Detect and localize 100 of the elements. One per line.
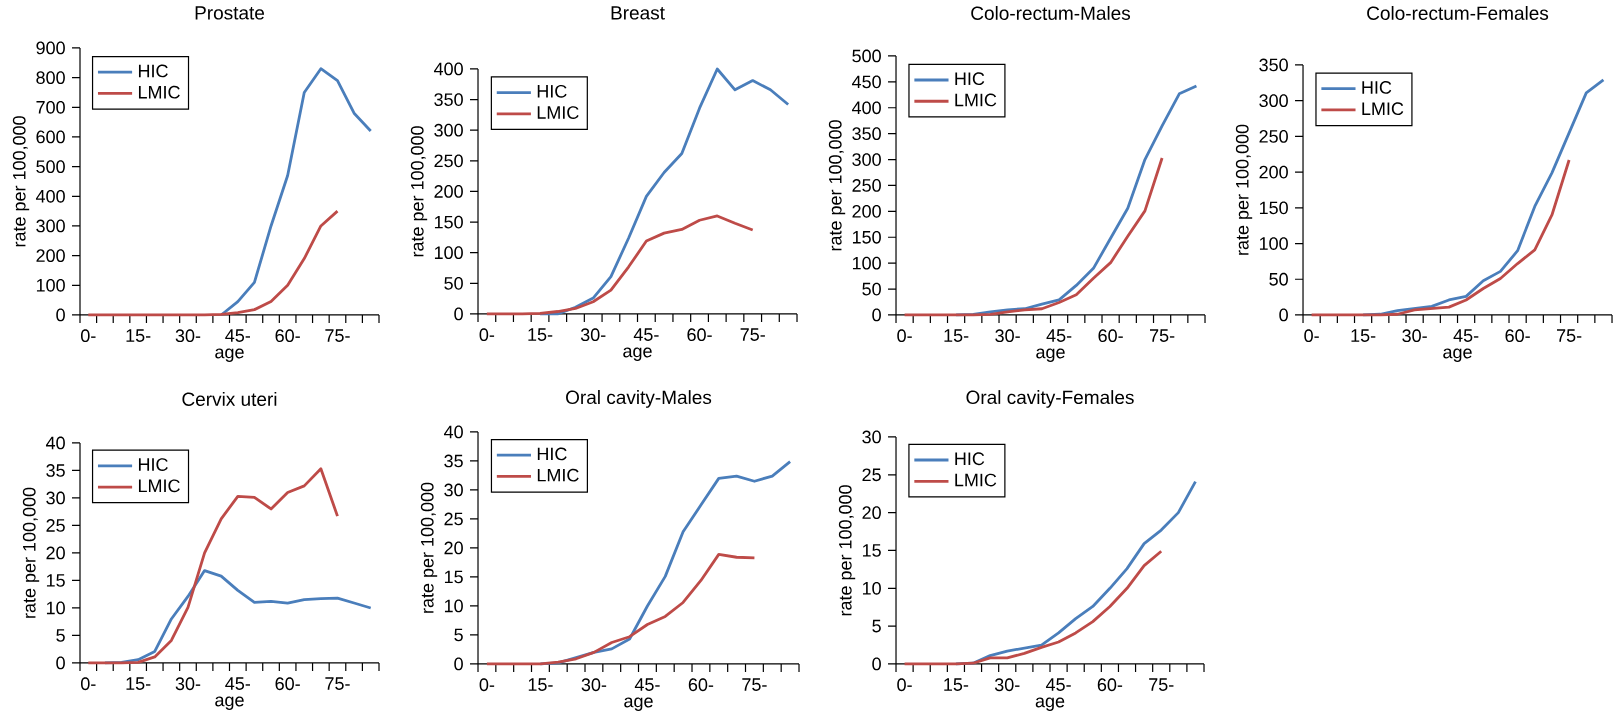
x-tick-label: 15- [528,678,553,691]
y-tick-label: 30 [46,491,65,505]
x-tick-label: 60- [1505,329,1530,343]
y-axis-title: rate per 100,000 [420,482,438,613]
x-tick-label: 45- [1046,329,1072,342]
y-tick-label: 10 [444,599,463,613]
x-tick-label: 15- [944,678,969,691]
y-tick-label: 250 [1259,130,1288,143]
x-tick-label: 15- [126,329,151,342]
x-tick-label: 0- [897,329,912,343]
y-tick-label: 400 [851,101,881,115]
y-axis-title: rate per 100,000 [410,126,428,257]
y-tick-label: 500 [852,49,881,63]
x-tick-label: 45- [1045,678,1071,691]
legend-label: HIC [138,64,168,78]
y-tick-label: 0 [454,657,463,671]
y-tick-label: 450 [851,75,881,89]
y-tick-label: 400 [35,189,65,203]
legend-label: HIC [138,458,168,471]
legend-label: HIC [537,447,567,461]
y-tick-label: 10 [862,581,881,595]
y-tick-label: 250 [434,154,463,168]
chart-title: Oral cavity-Females [966,390,1134,408]
y-tick-label: 10 [46,601,65,615]
x-tick-label: 60- [1097,678,1123,692]
y-tick-label: 250 [852,179,881,192]
x-tick-label: 0- [479,678,495,692]
x-tick-label: 60- [275,329,300,343]
y-tick-label: 25 [444,512,463,526]
y-tick-label: 200 [852,205,881,218]
x-tick-label: 30- [175,329,201,343]
y-tick-label: 500 [36,160,65,174]
x-tick-label: 45- [225,677,251,690]
y-tick-label: 25 [46,519,65,532]
y-tick-label: 25 [862,468,881,482]
legend-label: LMIC [537,106,579,119]
y-tick-label: 35 [46,464,65,477]
y-tick-label: 5 [454,628,463,642]
y-axis-title: rate per 100,000 [828,120,846,251]
x-axis-title: age [624,697,653,711]
x-axis-title: age [623,347,652,361]
y-tick-label: 15 [46,574,65,587]
x-tick-label: 30- [1402,329,1427,343]
x-tick-label: 45- [225,329,251,342]
y-tick-label: 200 [36,249,65,263]
legend-label: LMIC [955,93,997,107]
y-tick-label: 150 [852,230,881,244]
y-tick-label: 350 [434,93,463,106]
y-tick-label: 150 [434,215,463,229]
x-tick-label: 30- [580,328,606,342]
y-tick-label: 0 [872,308,881,322]
y-tick-label: 100 [852,256,881,270]
x-tick-label: 15- [126,677,151,690]
x-tick-label: 75- [1150,329,1175,342]
y-tick-label: 20 [46,546,65,560]
y-tick-label: 200 [434,185,463,198]
y-tick-label: 300 [852,153,881,166]
y-tick-label: 800 [36,71,65,85]
x-axis-title: age [215,696,244,710]
y-tick-label: 15 [444,570,463,584]
x-tick-label: 75- [1557,329,1582,342]
y-axis-title: rate per 100,000 [22,487,40,618]
y-tick-label: 100 [1259,237,1288,250]
y-tick-label: 0 [56,308,65,322]
x-tick-label: 15- [1351,329,1376,342]
y-tick-label: 100 [36,278,65,292]
y-axis-title: rate per 100,000 [1235,124,1253,255]
x-tick-label: 0- [81,329,96,343]
legend-label: LMIC [537,468,579,482]
x-tick-label: 75- [742,678,767,691]
y-tick-label: 5 [56,629,65,642]
y-tick-label: 40 [45,436,65,450]
y-tick-label: 50 [1269,272,1288,286]
y-axis-title: rate per 100,000 [12,116,30,247]
y-tick-label: 30 [862,430,881,444]
y-tick-label: 900 [36,41,65,55]
y-tick-label: 20 [862,506,881,520]
x-tick-label: 60- [688,678,714,692]
x-tick-label: 15- [944,329,969,342]
chart-title: Prostate [195,6,265,20]
y-tick-label: 35 [444,454,463,468]
chart-title: Colo-rectum-Females [1367,6,1549,20]
x-tick-label: 45- [1453,329,1479,342]
y-tick-label: 40 [443,425,463,439]
x-tick-label: 60- [1098,329,1123,343]
x-axis-title: age [1036,348,1065,362]
legend-label: HIC [537,84,567,98]
y-axis-title: rate per 100,000 [838,485,856,616]
y-tick-label: 400 [433,62,463,76]
x-tick-label: 45- [633,328,659,341]
y-tick-label: 0 [1279,308,1288,322]
y-tick-label: 700 [36,100,65,114]
x-axis-title: age [1035,697,1065,711]
legend-label: HIC [955,72,985,86]
x-tick-label: 30- [995,329,1020,343]
x-tick-label: 0- [479,328,495,342]
y-tick-label: 300 [434,123,463,137]
y-tick-label: 20 [444,541,463,555]
legend-label: HIC [955,452,985,466]
y-tick-label: 50 [862,282,881,296]
